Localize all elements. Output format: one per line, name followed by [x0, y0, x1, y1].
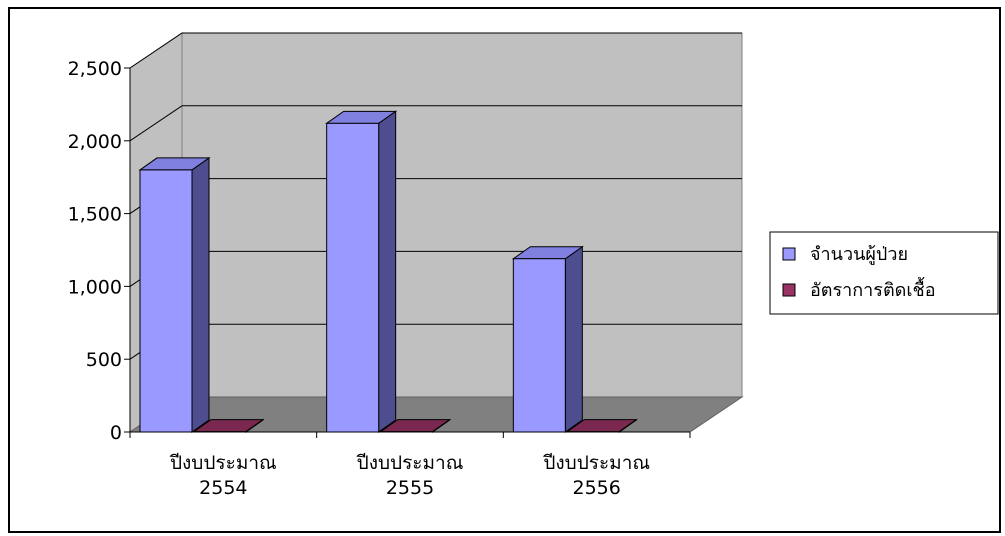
legend-swatch [782, 247, 796, 261]
chart-walls [128, 32, 744, 433]
bar-side [378, 110, 397, 433]
bar-front [326, 122, 380, 433]
bar-front [512, 258, 566, 433]
bar-top [192, 419, 265, 433]
back-wall [181, 32, 743, 398]
gridline-side [129, 105, 183, 142]
bar-side [191, 156, 210, 433]
bar-side [564, 245, 583, 433]
y-tick-label: 1,000 [68, 276, 122, 298]
bar-top [379, 419, 452, 433]
legend-label: จำนวนผู้ป่วย [810, 244, 908, 265]
y-tick-label: 1,500 [68, 204, 122, 226]
y-tick-label: 500 [86, 349, 122, 371]
bar-front [139, 169, 193, 433]
y-tick-label: 2,500 [68, 58, 122, 80]
bars [138, 110, 638, 433]
bar-infection-3 [565, 418, 638, 433]
x-category-label: ปีงบประมาณ [543, 452, 650, 474]
y-tick-label: 2,000 [68, 131, 122, 153]
x-category-label: 2554 [199, 477, 247, 499]
chart-frame: 0 500 1,000 1,500 2,000 2,500 ปีงบประมาณ 2554 ป… [8, 7, 1001, 533]
bar-top [565, 419, 638, 433]
y-axis: 0 500 1,000 1,500 2,000 2,500 [68, 58, 131, 444]
bar-patients-2 [325, 110, 398, 433]
x-category-label: ปีงบประมาณ [169, 452, 276, 474]
gridline-side [129, 32, 183, 69]
bar-infection-1 [192, 418, 265, 433]
legend-box [769, 231, 999, 315]
y-tick-label: 0 [110, 422, 122, 444]
x-category-label: 2555 [386, 477, 434, 499]
bar-infection-2 [379, 418, 452, 433]
bar-patients-1 [138, 156, 211, 433]
legend-swatch [782, 283, 796, 297]
x-axis: ปีงบประมาณ 2554 ปีงบประมาณ 2555 ปีงบประมาณ 25… [129, 431, 691, 499]
legend-label: อัตราการติดเชื้อ [810, 277, 936, 301]
x-category-label: 2556 [572, 477, 620, 499]
legend: จำนวนผู้ป่วยอัตราการติดเชื้อ [769, 231, 999, 315]
x-category-label: ปีงบประมาณ [356, 452, 463, 474]
bar-patients-3 [511, 245, 584, 433]
